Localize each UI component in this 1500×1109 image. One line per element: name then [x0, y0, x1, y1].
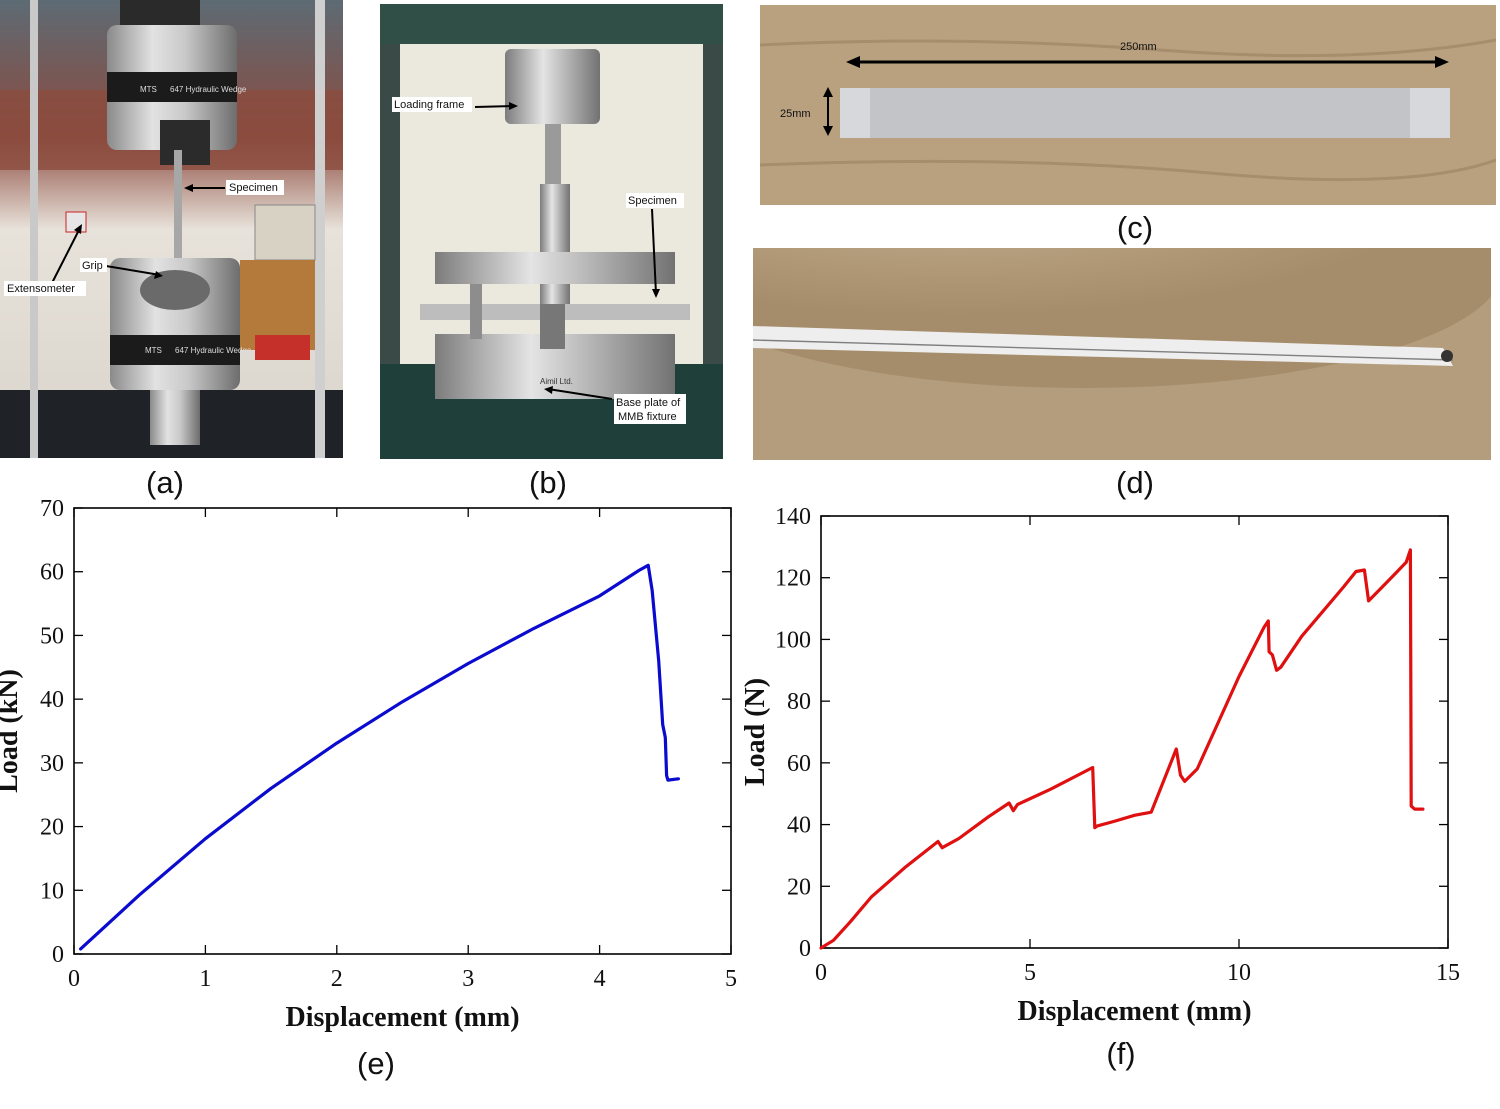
- y-tick-label: 0: [52, 942, 64, 968]
- y-axis-label: Load (N): [740, 678, 771, 786]
- y-axis-label: Load (kN): [0, 669, 24, 793]
- y-tick-label: 20: [787, 874, 811, 900]
- photo-specimen-top: 250mm 25mm: [760, 5, 1496, 205]
- panel-label-a: (a): [146, 465, 184, 500]
- annotation-width: 25mm: [780, 108, 811, 120]
- mmb-fixture-illustration: Loading frame Specimen Base plate of MMB…: [380, 4, 723, 459]
- plot-frame: [73, 507, 732, 955]
- tensile-machine-illustration: Specimen Grip Extensometer MTS 647 Hydra…: [0, 0, 343, 458]
- y-tick-label: 60: [787, 751, 811, 777]
- y-tick-label: 50: [40, 623, 64, 649]
- annotation-specimen-a: Specimen: [229, 182, 278, 194]
- y-tick-label: 120: [775, 566, 811, 592]
- annotation-loading-frame: Loading frame: [394, 99, 464, 111]
- y-tick-label: 40: [787, 813, 811, 839]
- x-tick-label: 0: [68, 966, 80, 992]
- machine-brand-lower: MTS: [145, 346, 162, 355]
- y-tick-label: 70: [40, 496, 64, 522]
- y-tick-label: 60: [40, 560, 64, 586]
- annotation-specimen-b: Specimen: [628, 195, 677, 207]
- panel-label-f: (f): [1106, 1036, 1136, 1071]
- x-axis-label: Displacement (mm): [285, 1002, 519, 1033]
- photo-mmb-fixture: Loading frame Specimen Base plate of MMB…: [380, 4, 723, 459]
- y-tick-label: 80: [787, 689, 811, 715]
- x-tick-label: 0: [815, 960, 827, 986]
- x-tick-label: 1: [199, 966, 211, 992]
- y-tick-label: 20: [40, 815, 64, 841]
- x-tick-label: 5: [1024, 960, 1036, 986]
- x-tick-label: 10: [1227, 960, 1251, 986]
- annotation-extensometer: Extensometer: [7, 283, 75, 295]
- x-tick-label: 5: [725, 966, 737, 992]
- y-tick-label: 30: [40, 751, 64, 777]
- machine-brand-upper: MTS: [140, 85, 157, 94]
- annotation-length: 250mm: [1120, 41, 1157, 53]
- panel-label-d: (d): [1116, 465, 1154, 500]
- x-tick-label: 3: [462, 966, 474, 992]
- y-tick-label: 0: [799, 936, 811, 962]
- panel-label-c: (c): [1116, 210, 1154, 245]
- series-line-0: [819, 548, 1425, 950]
- chart-load-displacement-f: 0 5 10 15 0 20 40 60 80 100 120 140 Displacement (mm…: [740, 504, 1460, 1027]
- series-line-0: [78, 563, 681, 951]
- x-axis-label: Displacement (mm): [1017, 996, 1251, 1027]
- panel-label-e: (e): [357, 1046, 395, 1081]
- machine-label-upper: 647 Hydraulic Wedge: [170, 85, 247, 94]
- annotation-base-plate-line2: MMB fixture: [618, 411, 677, 423]
- specimen-edge-illustration: [753, 248, 1491, 460]
- annotation-grip: Grip: [82, 260, 103, 272]
- machine-label-lower: 647 Hydraulic Wedge: [175, 346, 252, 355]
- photo-tensile-test: Specimen Grip Extensometer MTS 647 Hydra…: [0, 0, 343, 458]
- plot-frame: [820, 515, 1449, 949]
- y-tick-label: 140: [775, 504, 811, 530]
- x-tick-label: 4: [594, 966, 606, 992]
- annotation-base-plate-line1: Base plate of: [616, 397, 681, 409]
- y-tick-label: 10: [40, 878, 64, 904]
- x-tick-label: 2: [331, 966, 343, 992]
- y-tick-label: 40: [40, 687, 64, 713]
- photo-specimen-edge: [753, 248, 1491, 460]
- y-tick-label: 100: [775, 627, 811, 653]
- x-tick-label: 15: [1436, 960, 1460, 986]
- specimen-top-illustration: 250mm 25mm: [760, 5, 1496, 205]
- panel-label-b: (b): [529, 465, 567, 500]
- fixture-maker-text: Aimil Ltd.: [540, 377, 573, 386]
